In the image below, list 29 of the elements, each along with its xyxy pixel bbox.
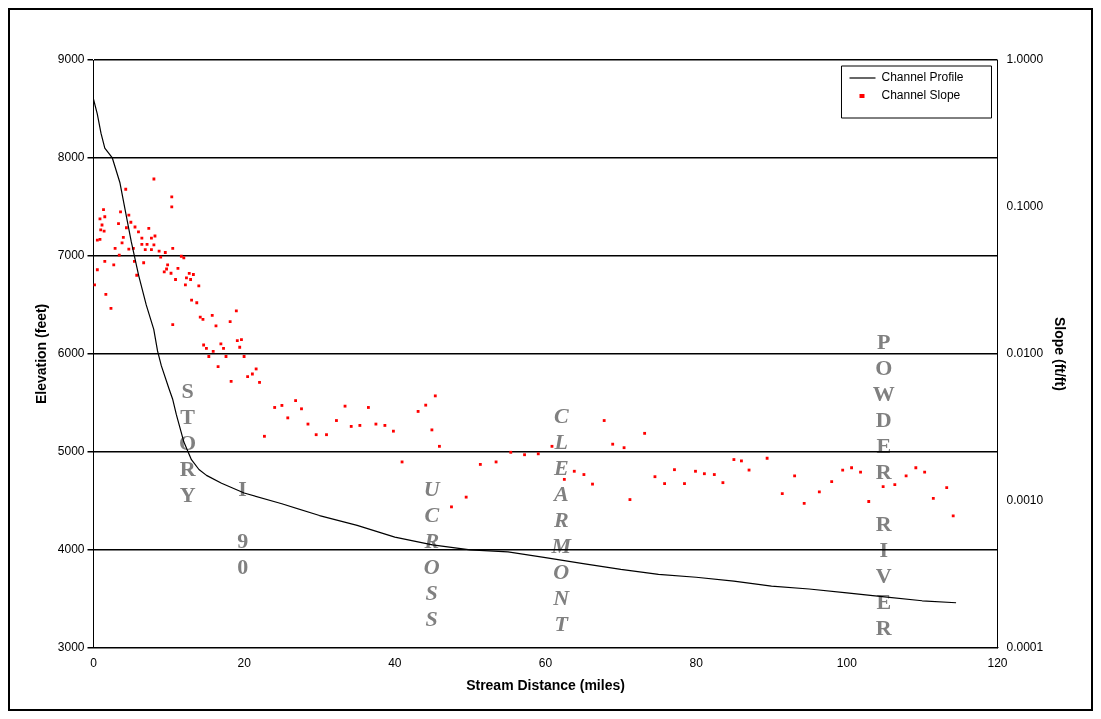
y2-tick-label: 1.0000 [1006,52,1044,67]
annotation: STORY [174,378,201,509]
legend-label: Channel Profile [881,70,964,85]
x-tick-label: 20 [237,656,252,671]
x-tick-label: 80 [689,656,704,671]
y-tick-label: 6000 [57,346,85,361]
y-tick-label: 4000 [57,542,85,557]
y-tick-label: 5000 [57,444,85,459]
y-tick-label: 9000 [57,52,85,67]
y-axis-title: Elevation (feet) [33,303,50,405]
x-axis-title: Stream Distance (miles) [466,677,625,694]
y2-tick-label: 0.0010 [1006,493,1044,508]
annotation: POWDER RIVER [870,329,897,642]
x-tick-label: 120 [987,656,1008,671]
y2-tick-label: 0.0100 [1006,346,1044,361]
y2-tick-label: 0.0001 [1006,640,1044,655]
annotation: CLEARMONT [548,402,574,637]
x-tick-label: 100 [836,656,858,671]
x-tick-label: 0 [90,656,98,671]
x-tick-label: 60 [538,656,553,671]
y-tick-label: 3000 [57,640,85,655]
y2-axis-title: Slope (ft/ft) [1051,316,1068,391]
x-tick-label: 40 [388,656,402,671]
y-tick-label: 7000 [57,248,85,263]
y2-tick-label: 0.1000 [1006,199,1044,214]
legend-label: Channel Slope [881,88,961,103]
annotation: I 90 [229,476,256,581]
annotation: UCROSS [418,476,445,633]
y-tick-label: 8000 [57,150,85,165]
